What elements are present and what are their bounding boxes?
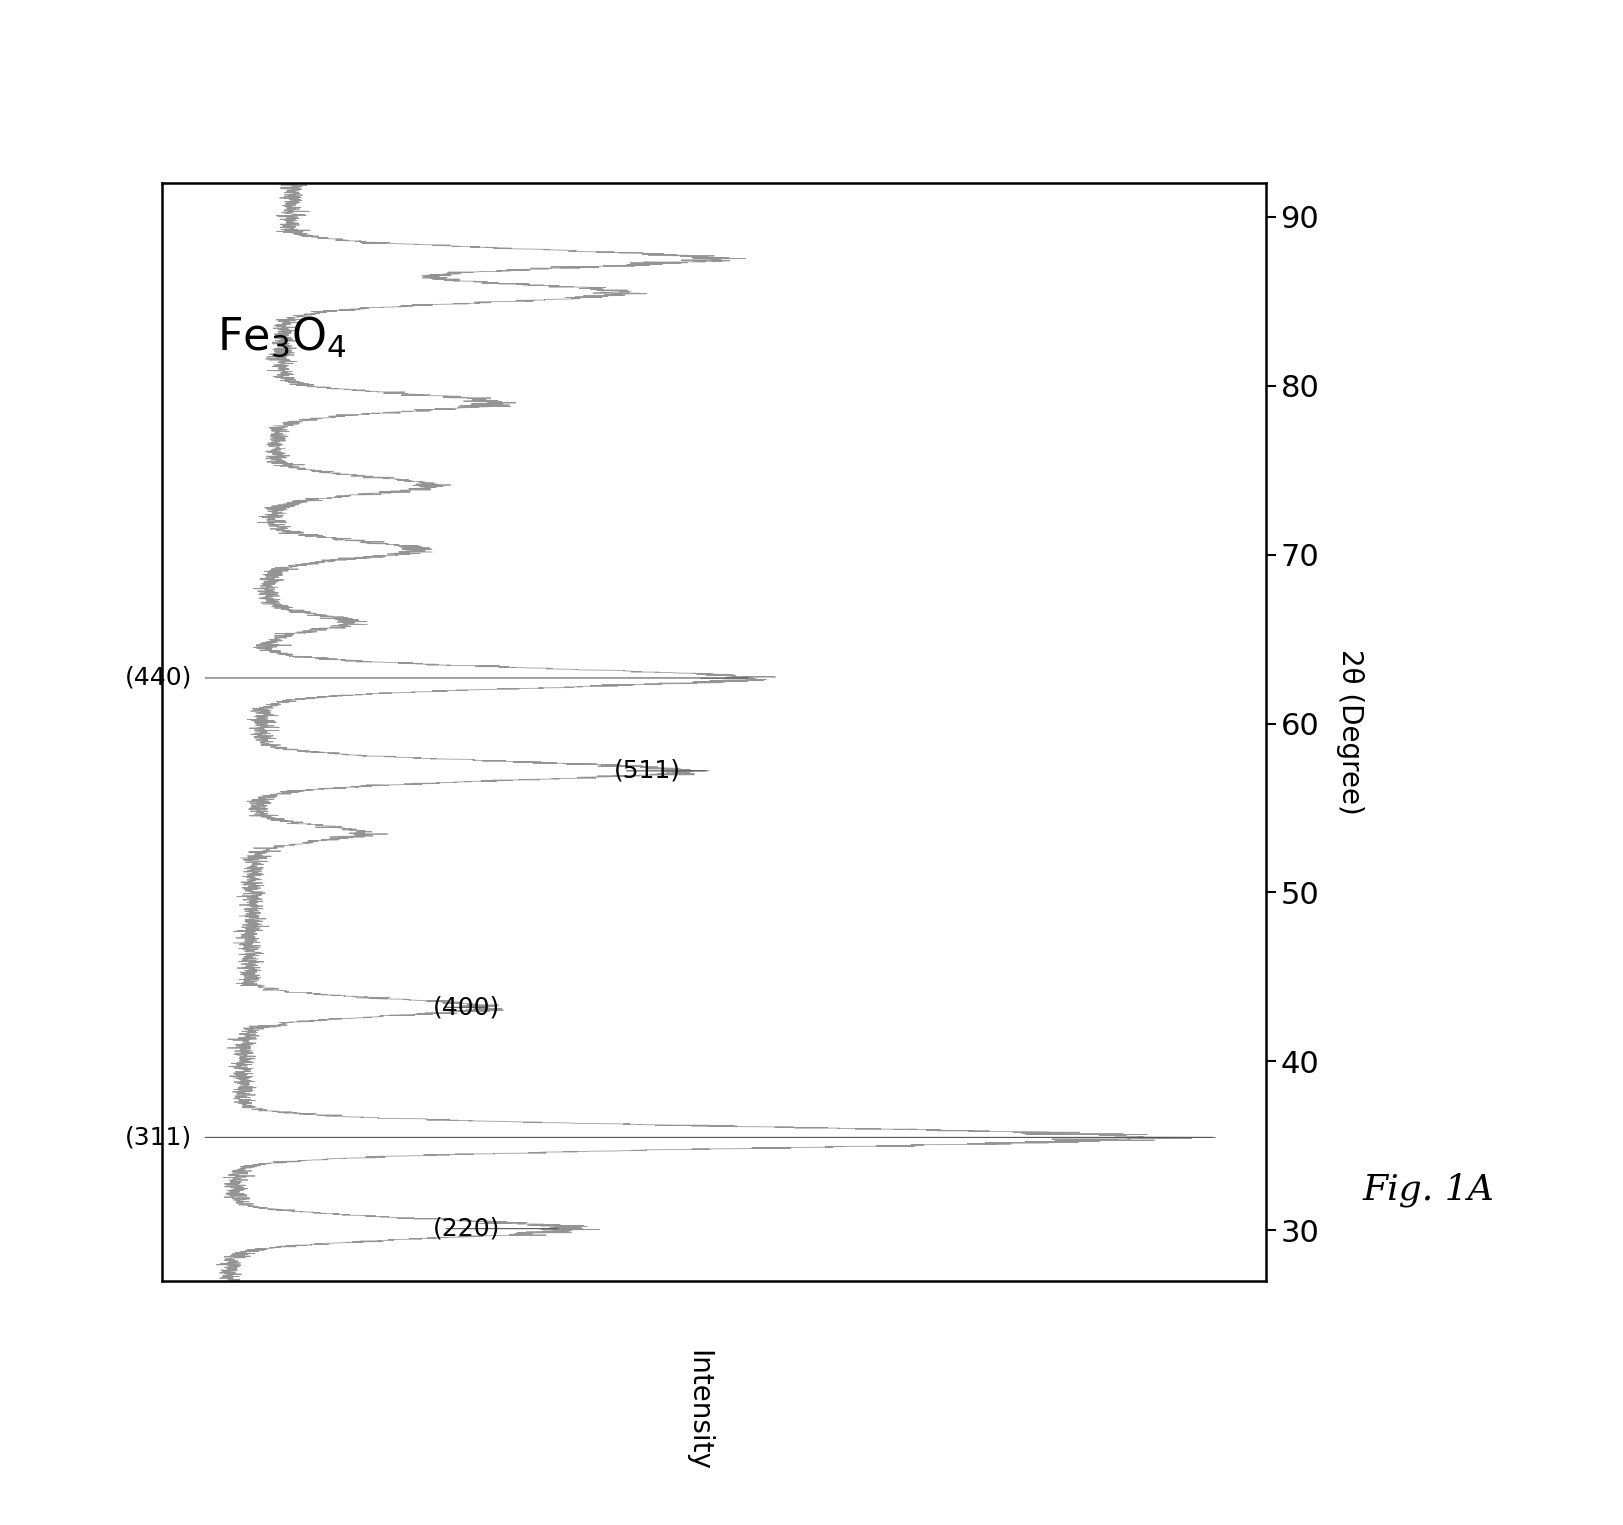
Text: (400): (400) [433,996,500,1019]
Text: Fe$_3$O$_4$: Fe$_3$O$_4$ [217,314,347,360]
Text: (440): (440) [125,666,193,689]
Y-axis label: 2θ (Degree): 2θ (Degree) [1336,650,1363,814]
Text: Fig. 1A: Fig. 1A [1362,1173,1495,1206]
Text: (220): (220) [433,1217,500,1241]
Text: (311): (311) [125,1125,193,1150]
Text: Intensity: Intensity [683,1350,712,1472]
Text: (511): (511) [613,759,680,782]
